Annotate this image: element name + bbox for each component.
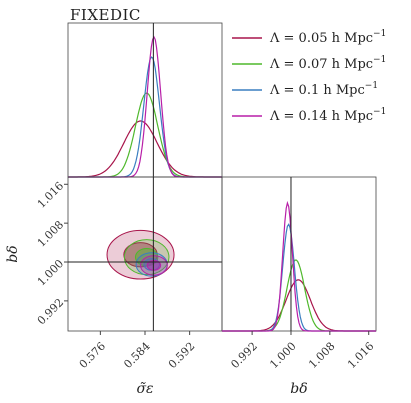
legend-label-2: Λ = 0.1 h Mpc−1 <box>269 81 378 98</box>
x-tick-label-sigma-0: 0.576 <box>77 340 108 371</box>
marginal-sigma-curve-3 <box>68 35 222 178</box>
y-tick-label-b-1: 1.000 <box>35 257 66 288</box>
legend-label-1: Λ = 0.07 h Mpc−1 <box>269 55 386 72</box>
x-axis-label-sigma: σ̃ε <box>136 381 153 397</box>
marginal-sigma-curve-0 <box>68 120 222 178</box>
x-axis-label-b: bδ <box>290 381 307 397</box>
x-tick-label-sigma-2: 0.592 <box>166 340 197 371</box>
legend: Λ = 0.05 h Mpc−1 Λ = 0.07 h Mpc−1 Λ = 0.1 … <box>232 29 386 124</box>
panel-b-frame <box>221 176 377 332</box>
x-tick-label-b-3: 1.016 <box>345 340 376 371</box>
y-tick-label-b-2: 1.008 <box>35 218 66 249</box>
panel-b-marginal <box>221 176 377 332</box>
y-axis-label-b: bδ <box>5 245 21 262</box>
contour-1sigma-3 <box>146 260 162 271</box>
contour-2sigma-3 <box>140 255 168 276</box>
x-tick-label-b-0: 0.992 <box>228 340 259 371</box>
marginal-b-curve-2 <box>222 223 376 332</box>
marginal-b-curve-3 <box>222 200 376 332</box>
x-tick-label-sigma-1: 0.584 <box>121 340 152 371</box>
legend-label-0: Λ = 0.05 h Mpc−1 <box>269 29 386 46</box>
panel-sigma-frame <box>67 22 223 178</box>
y-tick-label-b-3: 1.016 <box>35 179 66 210</box>
panel-sigma-marginal <box>67 22 223 178</box>
x-tick-label-b-2: 1.008 <box>306 340 337 371</box>
x-tick-label-b-1: 1.000 <box>267 340 298 371</box>
panel-joint <box>67 176 223 332</box>
y-tick-label-b-0: 0.992 <box>35 296 66 327</box>
marginal-sigma-curve-1 <box>68 92 222 178</box>
legend-label-3: Λ = 0.14 h Mpc−1 <box>269 107 386 124</box>
chart-title: FIXEDIC <box>70 6 141 24</box>
contour-2sigma-0 <box>106 229 175 280</box>
